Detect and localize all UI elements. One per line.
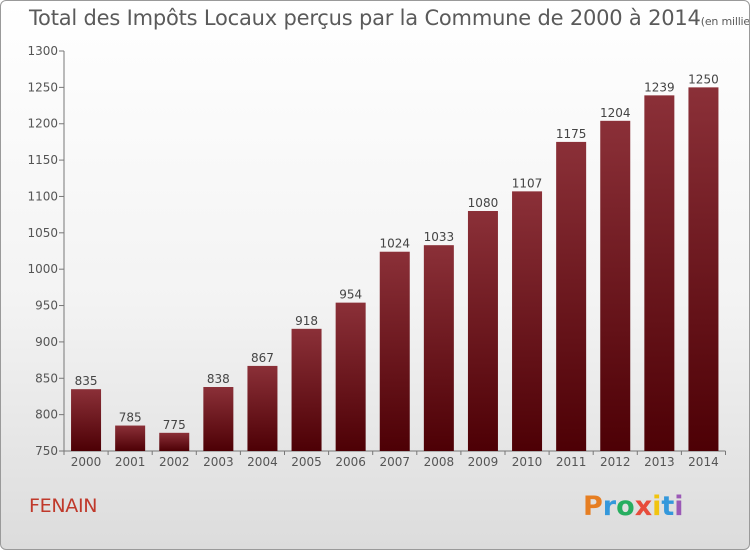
value-label-2007: 1024 <box>379 237 410 251</box>
y-tick-label: 1000 <box>27 262 58 276</box>
x-tick-label: 2006 <box>335 455 366 469</box>
x-tick-label: 2012 <box>600 455 631 469</box>
bar-2010[interactable] <box>512 191 543 451</box>
bars <box>71 87 719 452</box>
bar-2007[interactable] <box>379 251 410 451</box>
logo-letter: x <box>634 491 653 522</box>
x-tick-label: 2001 <box>115 455 146 469</box>
value-label-2003: 838 <box>207 372 230 386</box>
bar-2009[interactable] <box>467 211 498 451</box>
x-tick-label: 2011 <box>556 455 587 469</box>
value-label-2000: 835 <box>75 374 98 388</box>
bar-2000[interactable] <box>71 389 102 451</box>
x-tick-label: 2004 <box>247 455 278 469</box>
chart-title-main: Total des Impôts Locaux perçus par la Co… <box>29 6 701 30</box>
bar-2001[interactable] <box>115 425 146 451</box>
y-tick-label: 800 <box>35 408 58 422</box>
x-tick-label: 2014 <box>688 455 719 469</box>
logo-letter: r <box>602 491 617 522</box>
logo-letter: i <box>674 491 684 522</box>
y-tick-label: 1150 <box>27 153 58 167</box>
value-label-2009: 1080 <box>468 196 499 210</box>
value-label-2002: 775 <box>163 418 186 432</box>
logo-letter: o <box>616 491 635 522</box>
y-tick-label: 1200 <box>27 117 58 131</box>
x-tick-label: 2009 <box>468 455 499 469</box>
x-tick-label: 2003 <box>203 455 234 469</box>
y-tick-label: 1100 <box>27 189 58 203</box>
bar-2002[interactable] <box>159 432 190 451</box>
bar-2008[interactable] <box>423 245 454 451</box>
chart-title: Total des Impôts Locaux perçus par la Co… <box>29 6 750 30</box>
x-tick-label: 2013 <box>644 455 675 469</box>
y-tick-label: 750 <box>35 444 58 458</box>
logo-letter: P <box>583 491 603 522</box>
logo-letter: t <box>661 491 675 522</box>
bar-2014[interactable] <box>688 87 719 451</box>
x-tick-label: 2005 <box>291 455 322 469</box>
x-axis: 2000 2001 2002 2003 2004 2005 2006 2007 2008 2009… <box>63 450 726 469</box>
bar-2011[interactable] <box>556 141 587 451</box>
value-label-2006: 954 <box>339 288 362 302</box>
x-tick-label: 2000 <box>71 455 102 469</box>
x-tick-label: 2007 <box>379 455 410 469</box>
value-labels: 835 785 775 838 867 918 954 1024 1033 1080 1107 117… <box>75 72 719 431</box>
bar-2013[interactable] <box>644 95 675 451</box>
x-tick-label: 2008 <box>424 455 455 469</box>
value-label-2010: 1107 <box>512 176 543 190</box>
value-label-2001: 785 <box>119 411 142 425</box>
value-label-2013: 1239 <box>644 80 675 94</box>
x-tick-label: 2002 <box>159 455 190 469</box>
bar-2004[interactable] <box>247 365 278 451</box>
bar-2006[interactable] <box>335 302 366 451</box>
commune-name: FENAIN <box>29 495 98 517</box>
y-tick-label: 850 <box>35 371 58 385</box>
value-label-2011: 1175 <box>556 127 587 141</box>
proxiti-logo[interactable]: Proxiti <box>583 491 684 522</box>
chart-title-unit: (en milliers d'€) <box>700 15 750 28</box>
value-label-2005: 918 <box>295 314 318 328</box>
value-label-2014: 1250 <box>688 72 719 86</box>
logo-letter: i <box>652 491 662 522</box>
y-tick-label: 1250 <box>27 80 58 94</box>
y-tick-label: 950 <box>35 299 58 313</box>
value-label-2004: 867 <box>251 351 274 365</box>
value-label-2008: 1033 <box>424 230 455 244</box>
y-tick-label: 900 <box>35 335 58 349</box>
x-tick-label: 2010 <box>512 455 543 469</box>
y-tick-label: 1050 <box>27 226 58 240</box>
bar-2005[interactable] <box>291 328 322 451</box>
bar-2012[interactable] <box>600 120 631 452</box>
y-tick-label: 1300 <box>27 44 58 58</box>
bar-2003[interactable] <box>203 387 234 451</box>
value-label-2012: 1204 <box>600 106 631 120</box>
y-axis: 750 800 850 900 950 1000 1050 1100 1150 1200 1250 1… <box>27 44 65 458</box>
